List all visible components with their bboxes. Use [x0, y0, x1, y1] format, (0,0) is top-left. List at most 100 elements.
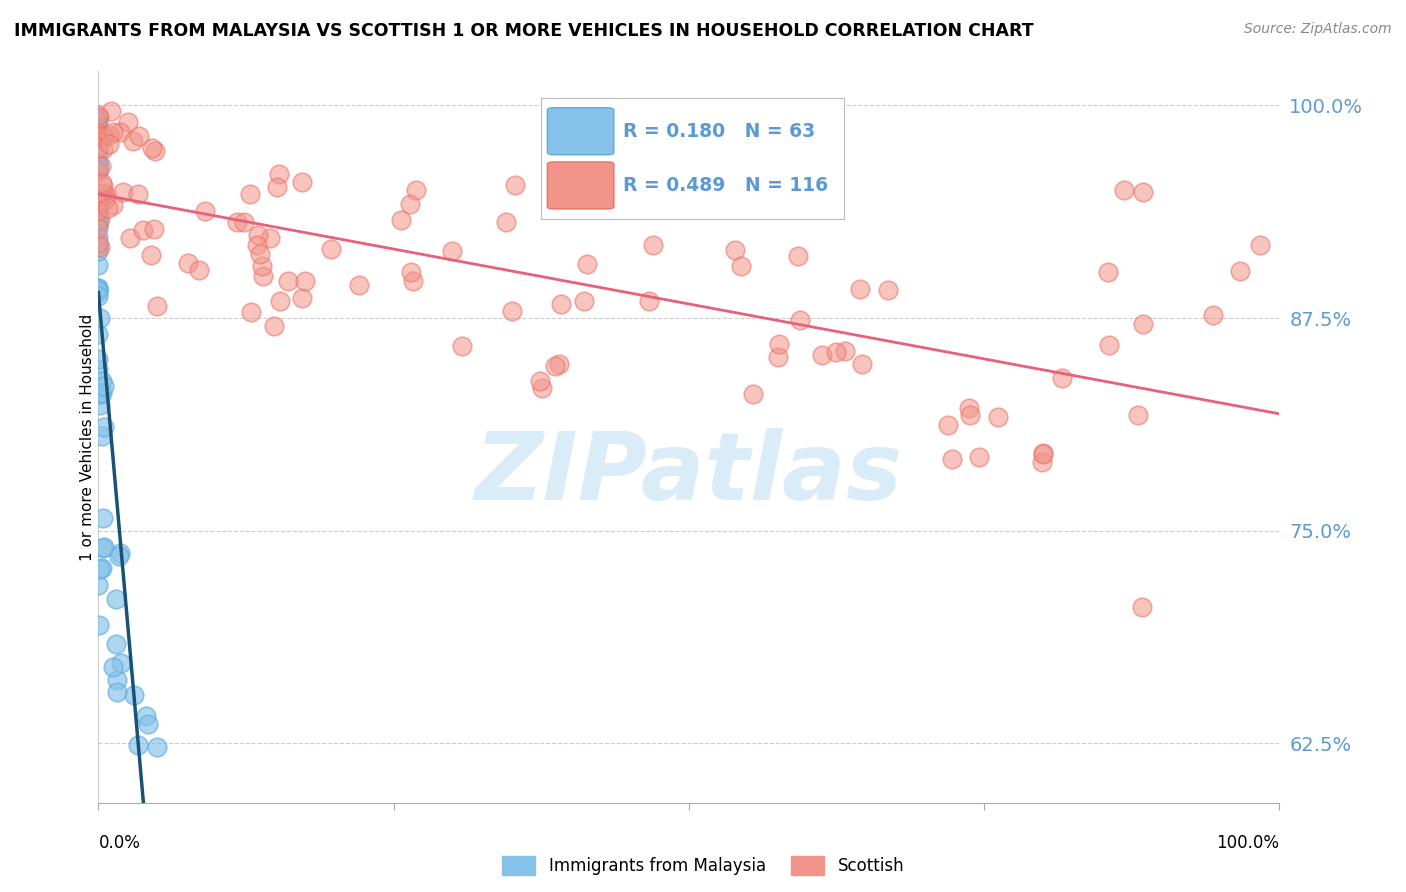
Point	[1132, 185, 1154, 199]
Point	[402, 274, 425, 288]
Point	[91, 176, 114, 190]
Point	[245, 238, 267, 252]
Point	[405, 183, 427, 197]
Text: IMMIGRANTS FROM MALAYSIA VS SCOTTISH 1 OR MORE VEHICLES IN HOUSEHOLD CORRELATION: IMMIGRANTS FROM MALAYSIA VS SCOTTISH 1 O…	[14, 22, 1033, 40]
Point	[146, 740, 169, 755]
Point	[263, 319, 285, 334]
Point	[787, 249, 810, 263]
Point	[87, 244, 110, 259]
Point	[1112, 183, 1135, 197]
Point	[249, 246, 271, 260]
Point	[277, 274, 299, 288]
Point	[87, 214, 110, 228]
Point	[87, 218, 110, 232]
Point	[87, 159, 110, 173]
Legend: Immigrants from Malaysia, Scottish: Immigrants from Malaysia, Scottish	[495, 849, 911, 882]
Point	[87, 120, 110, 134]
Point	[641, 238, 664, 252]
Point	[811, 348, 834, 362]
Point	[575, 256, 598, 270]
Point	[101, 660, 124, 674]
Point	[104, 592, 127, 607]
Point	[548, 357, 571, 371]
Y-axis label: 1 or more Vehicles in Household: 1 or more Vehicles in Household	[80, 313, 94, 561]
Point	[105, 673, 128, 688]
Point	[240, 305, 263, 319]
Point	[1032, 447, 1054, 461]
Point	[225, 215, 247, 229]
Point	[247, 227, 270, 242]
Point	[89, 387, 111, 401]
Point	[638, 294, 661, 309]
Point	[112, 185, 135, 199]
Point	[128, 129, 150, 144]
Point	[495, 215, 517, 229]
Point	[440, 244, 463, 258]
Point	[87, 211, 110, 225]
Point	[87, 211, 110, 226]
Text: 0.0%: 0.0%	[98, 834, 141, 852]
Point	[87, 203, 110, 218]
Point	[93, 420, 115, 434]
Point	[259, 230, 281, 244]
Point	[87, 165, 110, 179]
Point	[143, 222, 166, 236]
Point	[87, 123, 110, 137]
Point	[87, 280, 110, 294]
Point	[87, 186, 110, 201]
Point	[399, 197, 422, 211]
Point	[876, 284, 898, 298]
Point	[1130, 600, 1153, 615]
Point	[87, 214, 110, 228]
Point	[110, 657, 132, 671]
Point	[132, 222, 155, 236]
Point	[89, 240, 111, 254]
Point	[89, 212, 111, 227]
FancyBboxPatch shape	[547, 108, 614, 154]
Point	[90, 129, 112, 144]
Point	[724, 243, 747, 257]
Point	[91, 511, 114, 525]
Point	[87, 221, 110, 235]
Point	[1097, 265, 1119, 279]
Point	[87, 122, 110, 136]
Point	[141, 141, 163, 155]
Point	[87, 352, 110, 367]
Point	[87, 239, 110, 253]
Point	[768, 350, 790, 364]
Point	[87, 361, 110, 376]
Point	[87, 283, 110, 297]
Point	[188, 263, 211, 277]
Point	[146, 299, 169, 313]
Point	[321, 242, 343, 256]
Point	[87, 162, 110, 177]
Point	[238, 186, 260, 201]
Text: R = 0.180   N = 63: R = 0.180 N = 63	[623, 121, 815, 141]
Point	[104, 637, 127, 651]
Point	[389, 212, 412, 227]
Point	[834, 344, 856, 359]
Point	[503, 178, 526, 193]
Point	[127, 738, 149, 752]
Point	[87, 195, 110, 210]
Point	[789, 313, 811, 327]
Point	[501, 304, 523, 318]
Point	[89, 562, 111, 576]
Text: ZIPatlas: ZIPatlas	[475, 427, 903, 520]
Point	[94, 193, 117, 207]
Point	[87, 126, 110, 140]
Point	[107, 549, 129, 564]
Point	[742, 386, 765, 401]
Point	[91, 186, 114, 201]
Point	[768, 337, 790, 351]
Point	[957, 401, 980, 415]
Point	[250, 259, 273, 273]
Point	[87, 578, 110, 592]
Point	[98, 128, 121, 143]
Point	[87, 235, 110, 250]
Point	[90, 428, 112, 442]
Point	[108, 546, 131, 560]
Point	[347, 277, 370, 292]
Point	[399, 264, 422, 278]
Point	[91, 541, 114, 556]
